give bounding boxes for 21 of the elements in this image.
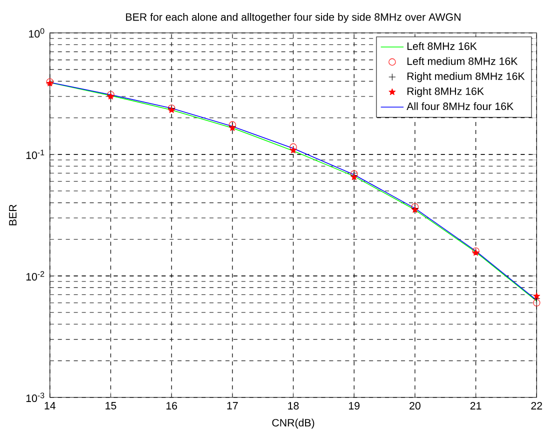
x-axis-title: CNR(dB) [272,418,314,429]
x-tick-label: 18 [288,402,299,410]
x-tick-label: 16 [166,402,178,410]
x-tick-label: 20 [410,402,420,410]
y-tick-label: 10$^{-2}$ [26,271,44,281]
legend-label: Right medium 8MHz 16K [407,72,525,82]
x-tick-label: 15 [106,402,116,410]
x-tick-label: 21 [470,402,482,410]
y-tick-label: 10$^{-1}$ [26,150,44,160]
x-tick-label: 22 [531,402,542,410]
x-tick-label: 14 [44,402,56,410]
y-tick-label: 10$^{-3}$ [26,392,44,402]
legend-label: Left 8MHz 16K [407,42,477,50]
y-tick-label: 10$^{0}$ [29,28,44,38]
legend-label: Right 8MHz 16K [407,87,484,98]
y-axis-title: BER [9,204,16,226]
legend-label: All four 8MHz four 16K [406,102,514,110]
legend-label: Left medium 8MHz 16K [407,57,518,66]
x-tick-label: 19 [349,402,360,410]
x-tick-label: 17 [227,402,238,410]
chart-title: BER for each alone and alltogether four side by side 8MHz over AWGN [126,13,460,23]
